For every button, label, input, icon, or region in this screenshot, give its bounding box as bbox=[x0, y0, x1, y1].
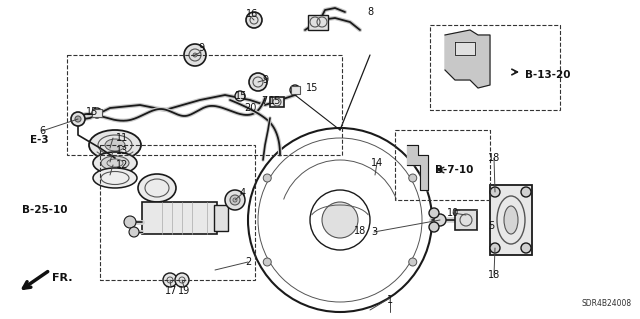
Circle shape bbox=[322, 202, 358, 238]
Text: 9: 9 bbox=[198, 43, 204, 53]
Text: B-25-10: B-25-10 bbox=[22, 205, 67, 215]
Text: 3: 3 bbox=[371, 227, 377, 237]
Text: 4: 4 bbox=[240, 188, 246, 198]
Circle shape bbox=[429, 208, 439, 218]
Bar bbox=[67, 55, 342, 155]
Text: 19: 19 bbox=[178, 286, 190, 296]
Ellipse shape bbox=[89, 130, 141, 160]
Circle shape bbox=[124, 216, 136, 228]
Text: 20: 20 bbox=[244, 103, 256, 113]
Circle shape bbox=[175, 273, 189, 287]
Text: 15: 15 bbox=[269, 96, 281, 106]
Circle shape bbox=[246, 12, 262, 28]
Circle shape bbox=[163, 273, 177, 287]
Text: 11: 11 bbox=[116, 133, 128, 143]
Circle shape bbox=[71, 112, 85, 126]
Circle shape bbox=[409, 258, 417, 266]
Ellipse shape bbox=[138, 174, 176, 202]
Text: 9: 9 bbox=[262, 75, 268, 85]
Polygon shape bbox=[455, 42, 475, 55]
Text: 5: 5 bbox=[488, 221, 494, 231]
Text: 16: 16 bbox=[246, 9, 258, 19]
Bar bbox=[490, 185, 532, 255]
Bar bbox=[430, 25, 560, 110]
Text: E-3: E-3 bbox=[30, 135, 49, 145]
Text: 8: 8 bbox=[367, 7, 373, 17]
Circle shape bbox=[434, 214, 446, 226]
Circle shape bbox=[75, 116, 81, 122]
Text: 15: 15 bbox=[86, 107, 98, 117]
Circle shape bbox=[429, 222, 439, 232]
Circle shape bbox=[193, 53, 197, 57]
Bar bbox=[214, 205, 228, 231]
Text: 12: 12 bbox=[116, 160, 128, 170]
Ellipse shape bbox=[101, 156, 129, 170]
Text: B-13-20: B-13-20 bbox=[525, 70, 570, 80]
Bar bbox=[395, 130, 490, 200]
Circle shape bbox=[235, 91, 245, 101]
Circle shape bbox=[184, 44, 206, 66]
Circle shape bbox=[290, 85, 300, 95]
Ellipse shape bbox=[93, 168, 137, 188]
Polygon shape bbox=[445, 30, 490, 88]
Bar bbox=[455, 210, 477, 230]
Circle shape bbox=[263, 174, 271, 182]
Ellipse shape bbox=[105, 139, 125, 151]
Ellipse shape bbox=[93, 152, 137, 174]
Polygon shape bbox=[407, 145, 428, 190]
Text: 6: 6 bbox=[39, 126, 45, 136]
Text: 15: 15 bbox=[235, 91, 247, 101]
Circle shape bbox=[409, 174, 417, 182]
Circle shape bbox=[225, 190, 245, 210]
Ellipse shape bbox=[504, 206, 518, 234]
Text: 18: 18 bbox=[488, 153, 500, 163]
Circle shape bbox=[263, 258, 271, 266]
Text: 15: 15 bbox=[306, 83, 318, 93]
Bar bbox=[270, 97, 284, 107]
Circle shape bbox=[490, 187, 500, 197]
Text: SDR4B24008: SDR4B24008 bbox=[582, 299, 632, 308]
Circle shape bbox=[230, 195, 240, 205]
Bar bbox=[142, 202, 217, 234]
Bar bbox=[92, 109, 102, 117]
Circle shape bbox=[521, 187, 531, 197]
Text: 7: 7 bbox=[261, 96, 267, 106]
Circle shape bbox=[249, 73, 267, 91]
Bar bbox=[291, 86, 300, 94]
Text: 10: 10 bbox=[447, 208, 459, 218]
Bar bbox=[308, 15, 328, 30]
Text: 14: 14 bbox=[371, 158, 383, 168]
Text: FR.: FR. bbox=[52, 273, 72, 283]
Text: 1: 1 bbox=[387, 295, 393, 305]
Circle shape bbox=[490, 243, 500, 253]
Text: 18: 18 bbox=[488, 270, 500, 280]
Text: 13: 13 bbox=[116, 146, 128, 156]
Text: 18: 18 bbox=[354, 226, 366, 236]
Circle shape bbox=[92, 108, 102, 118]
Text: B-7-10: B-7-10 bbox=[435, 165, 474, 175]
Bar bbox=[100, 145, 255, 280]
Circle shape bbox=[129, 227, 139, 237]
Text: 17: 17 bbox=[165, 286, 177, 296]
Text: 2: 2 bbox=[245, 257, 251, 267]
Circle shape bbox=[521, 243, 531, 253]
